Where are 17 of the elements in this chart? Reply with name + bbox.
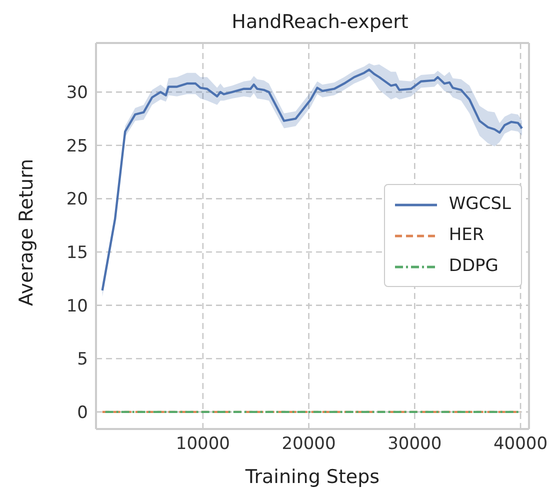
y-tick-label: 15 [66,243,88,264]
x-tick-label: 40000 [493,434,548,454]
y-tick-label: 20 [66,190,88,210]
x-axis-title: Training Steps [244,466,380,488]
legend-label: HER [448,224,484,247]
y-axis-title: Average Return [16,158,38,306]
y-tick-label: 5 [77,350,88,370]
x-tick-label: 20000 [282,434,336,454]
y-tick-label: 25 [66,136,88,156]
x-tick-label: 10000 [176,434,230,454]
legend-label: DDPG [448,255,498,278]
chart-title: HandReach-expert [232,11,408,33]
y-tick-label: 0 [77,402,88,423]
x-tick-label: 30000 [388,434,442,454]
y-tick-label: 30 [66,83,88,104]
y-tick-label: 10 [66,296,88,316]
legend-label: WGCSL [448,193,511,216]
